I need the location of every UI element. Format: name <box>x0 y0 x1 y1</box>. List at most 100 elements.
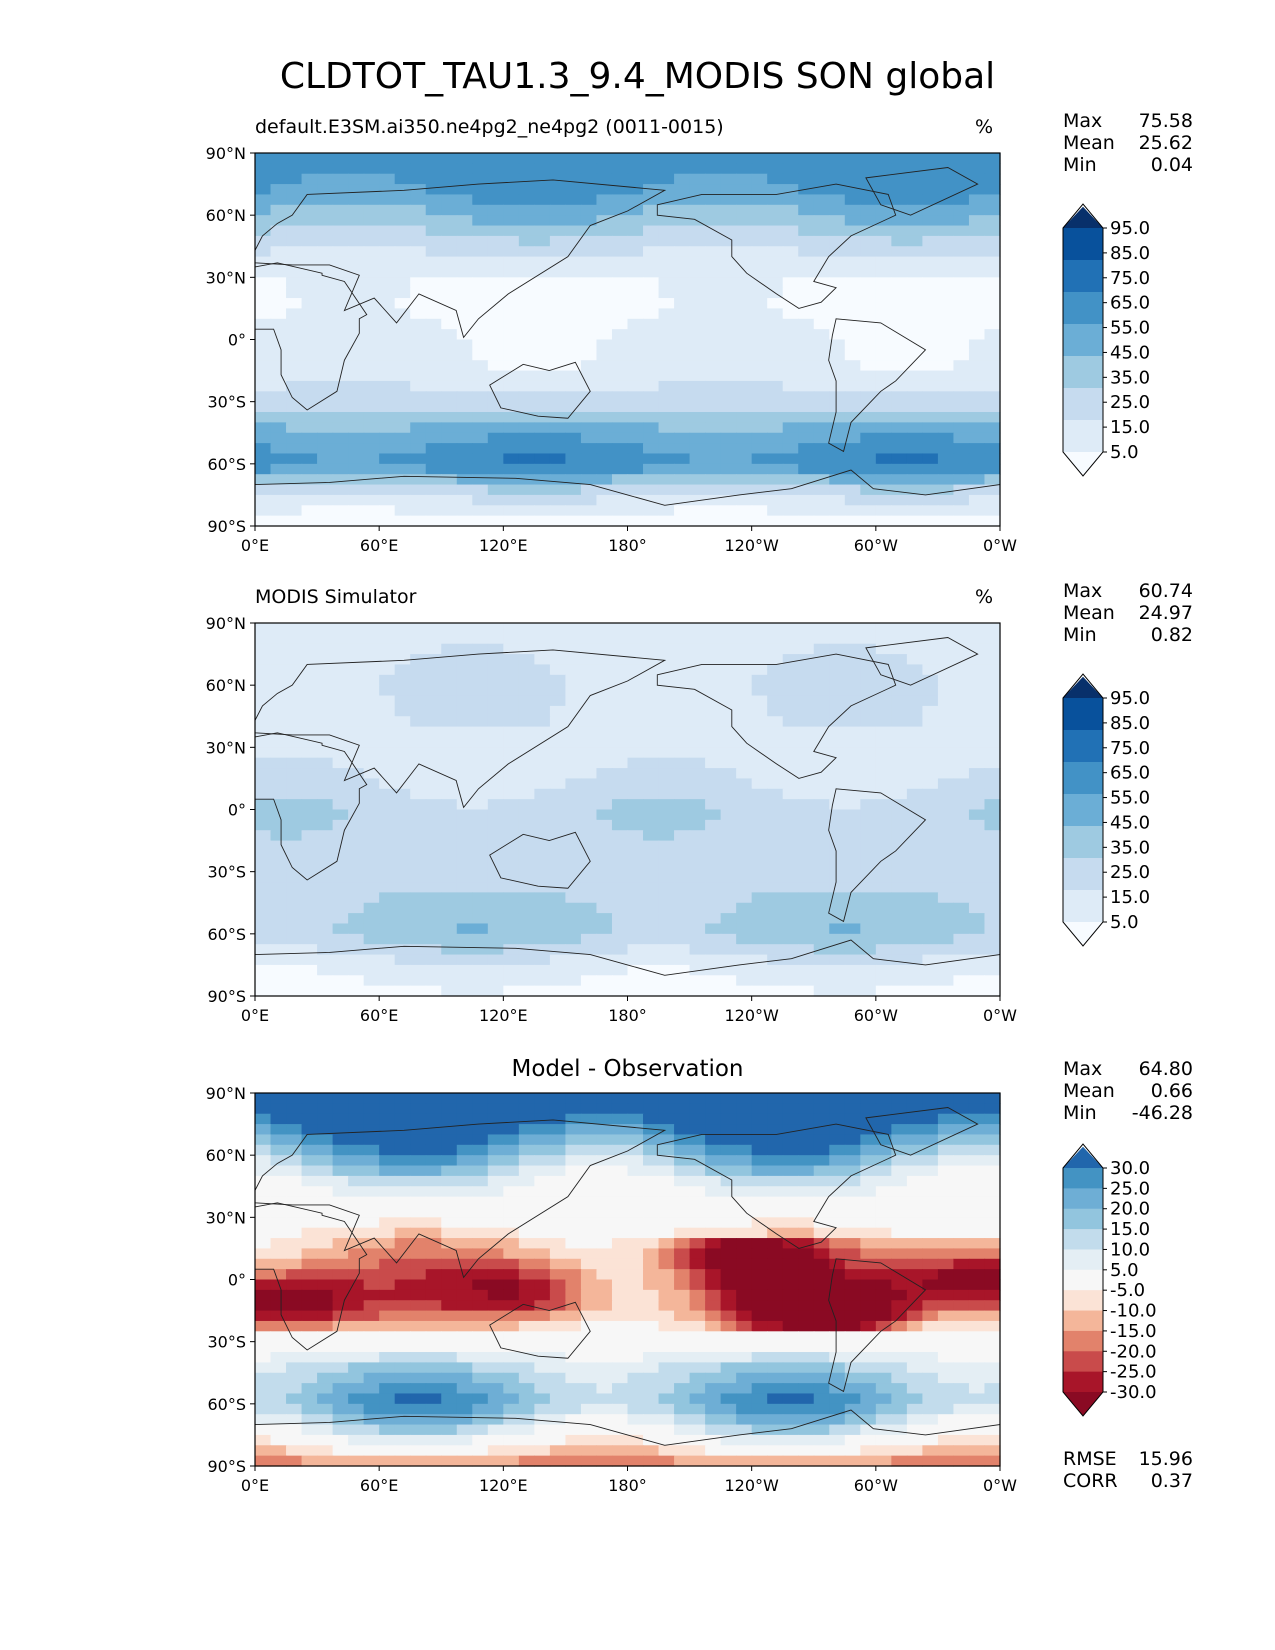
field-cell <box>503 654 520 666</box>
field-cell <box>394 716 411 728</box>
field-cell <box>674 695 691 707</box>
field-cell <box>301 1341 318 1353</box>
field-cell <box>394 799 411 811</box>
field-cell <box>270 861 287 873</box>
field-cell <box>829 235 846 247</box>
field-cell <box>348 225 365 237</box>
field-cell <box>472 1124 489 1136</box>
field-cell <box>813 380 830 392</box>
field-cell <box>643 871 660 883</box>
field-cell <box>968 329 986 341</box>
field-cell <box>984 1258 1001 1270</box>
field-cell <box>829 443 846 455</box>
field-cell <box>565 685 582 697</box>
field-cell <box>751 287 768 299</box>
field-cell <box>720 674 737 686</box>
field-cell <box>596 277 613 289</box>
field-cell <box>674 515 691 527</box>
field-cell <box>301 484 318 496</box>
field-cell <box>332 484 349 496</box>
field-cell <box>441 380 458 392</box>
field-cell <box>627 654 644 666</box>
field-cell <box>255 954 272 966</box>
field-cell <box>813 1372 830 1384</box>
field-cell <box>891 1341 908 1353</box>
field-cell <box>565 1341 582 1353</box>
field-cell <box>643 1383 660 1395</box>
field-cell <box>937 1134 955 1146</box>
field-cell <box>549 1372 567 1384</box>
field-cell <box>534 505 551 517</box>
field-cell <box>705 623 722 634</box>
field-cell <box>798 736 815 748</box>
field-cell <box>270 1269 287 1281</box>
field-cell <box>953 1186 970 1198</box>
field-cell <box>317 1227 334 1239</box>
field-cell <box>596 726 613 738</box>
field-cell <box>906 318 923 330</box>
field-cell <box>394 964 411 976</box>
field-cell <box>363 882 380 893</box>
field-cell <box>906 871 923 883</box>
field-cell <box>518 318 535 330</box>
field-cell <box>255 153 272 164</box>
field-cell <box>674 1341 691 1353</box>
field-cell <box>518 194 535 206</box>
x-tick-label: 60°E <box>360 1006 398 1025</box>
field-cell <box>518 1227 535 1239</box>
field-cell <box>643 443 660 455</box>
field-cell <box>720 954 737 966</box>
field-cell <box>689 705 706 717</box>
field-cell <box>456 173 473 185</box>
field-cell <box>534 215 551 227</box>
field-cell <box>332 1300 349 1312</box>
field-cell <box>782 1217 799 1229</box>
colorbar-segment <box>1063 730 1103 763</box>
field-cell <box>580 349 598 361</box>
field-cell <box>332 1383 349 1395</box>
field-cell <box>782 453 799 465</box>
field-cell <box>689 370 706 382</box>
field-cell <box>441 830 458 842</box>
field-cell <box>317 623 334 634</box>
field-cell <box>425 1165 442 1177</box>
field-cell <box>596 913 613 925</box>
field-cell <box>286 1134 303 1146</box>
field-cell <box>363 215 380 227</box>
field-cell <box>503 705 520 717</box>
field-cell <box>813 422 830 434</box>
field-cell <box>705 1269 722 1281</box>
field-cell <box>379 235 396 247</box>
field-cell <box>410 173 427 185</box>
field-cell <box>270 1310 287 1322</box>
field-cell <box>937 674 955 686</box>
field-cell <box>829 757 846 769</box>
field-cell <box>674 391 691 403</box>
field-cell <box>689 204 706 216</box>
field-cell <box>782 726 799 738</box>
field-cell <box>534 422 551 434</box>
field-cell <box>565 1227 582 1239</box>
field-cell <box>379 1175 396 1187</box>
field-cell <box>425 246 442 258</box>
field-cell <box>441 1196 458 1208</box>
field-cell <box>875 173 892 185</box>
field-cell <box>379 1206 396 1218</box>
field-cell <box>906 861 923 873</box>
field-cell <box>317 505 334 517</box>
field-cell <box>472 985 489 997</box>
field-cell <box>596 1113 613 1125</box>
field-cell <box>689 308 706 320</box>
field-cell <box>705 494 722 506</box>
field-cell <box>565 474 582 486</box>
field-cell <box>658 643 675 655</box>
field-cell <box>534 1331 551 1343</box>
field-cell <box>767 1362 784 1374</box>
field-cell <box>410 1352 427 1363</box>
field-cell <box>720 308 737 320</box>
field-cell <box>286 515 303 527</box>
field-cell <box>844 923 861 935</box>
field-cell <box>844 432 861 444</box>
field-cell <box>534 861 551 873</box>
field-cell <box>363 1279 380 1291</box>
